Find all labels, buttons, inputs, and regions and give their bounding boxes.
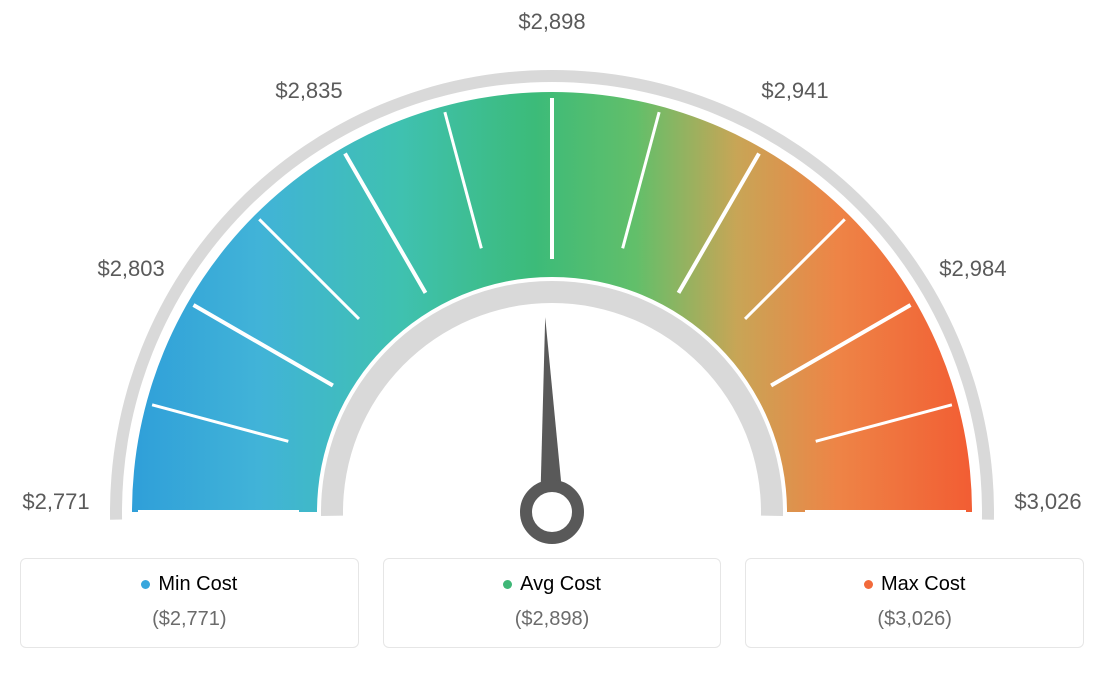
legend-avg-title: Avg Cost [392,573,713,596]
dot-icon [141,580,150,589]
gauge-tick-label: $2,771 [22,489,89,515]
gauge-svg [20,20,1084,550]
dot-icon [503,580,512,589]
legend-card-min: Min Cost ($2,771) [20,558,359,648]
gauge-hub [526,486,578,538]
legend-avg-label: Avg Cost [520,573,601,595]
legend-max-label: Max Cost [881,573,965,595]
legend-max-value: ($3,026) [754,608,1075,631]
gauge-tick-label: $2,803 [97,256,164,282]
gauge-tick-label: $2,898 [518,9,585,35]
dot-icon [864,580,873,589]
legend-row: Min Cost ($2,771) Avg Cost ($2,898) Max … [20,558,1084,648]
legend-min-title: Min Cost [29,573,350,596]
legend-avg-value: ($2,898) [392,608,713,631]
legend-min-value: ($2,771) [29,608,350,631]
gauge-tick-label: $2,835 [275,78,342,104]
legend-card-avg: Avg Cost ($2,898) [383,558,722,648]
gauge-chart: $2,771$2,803$2,835$2,898$2,941$2,984$3,0… [20,20,1084,550]
legend-max-title: Max Cost [754,573,1075,596]
legend-card-max: Max Cost ($3,026) [745,558,1084,648]
gauge-tick-label: $2,984 [939,256,1006,282]
gauge-tick-label: $3,026 [1014,489,1081,515]
legend-min-label: Min Cost [158,573,237,595]
gauge-tick-label: $2,941 [761,78,828,104]
